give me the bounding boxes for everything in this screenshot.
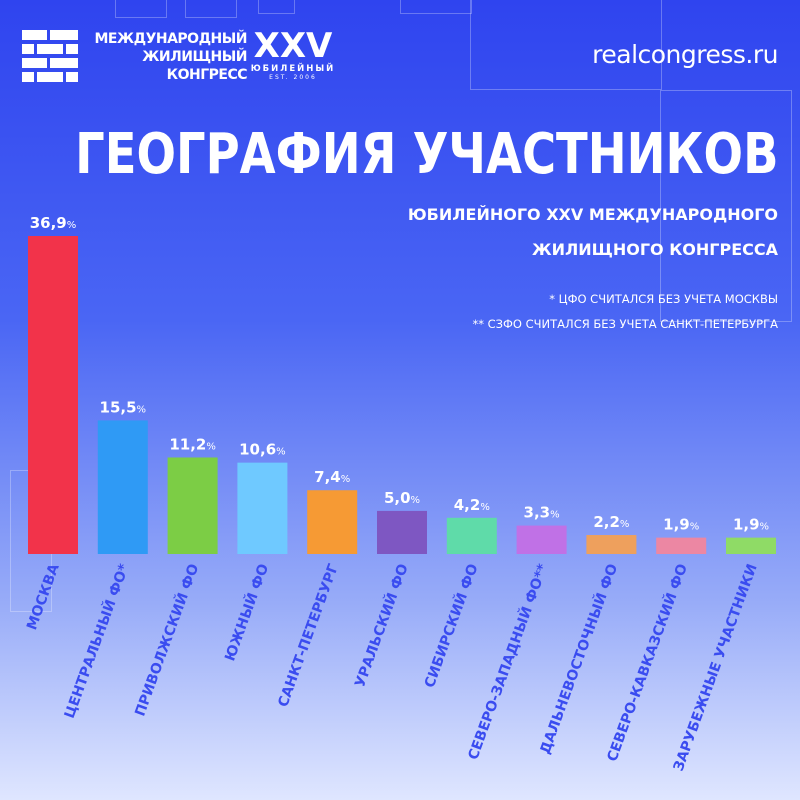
footnote: ** СЗФО СЧИТАЛСЯ БЕЗ УЧЕТА САНКТ-ПЕТЕРБУ… (472, 317, 778, 331)
category-label: СЕВЕРО-КАВКАЗСКИЙ ФО (603, 561, 691, 763)
decorative-frame (115, 0, 167, 18)
logo-line: МЕЖДУНАРОДНЫЙ (94, 31, 247, 47)
footnote: * ЦФО СЧИТАЛСЯ БЕЗ УЧЕТА МОСКВЫ (549, 292, 778, 306)
category-label: ЦЕНТРАЛЬНЫЙ ФО* (61, 561, 133, 721)
edition-badge: XXV ЮБИЛЕЙНЫЙ EST. 2006 (248, 28, 338, 82)
decorative-frame (258, 0, 295, 14)
brick-wall-icon (22, 30, 78, 82)
edition-label: ЮБИЛЕЙНЫЙ (250, 64, 336, 74)
value-label: 5,0% (384, 489, 420, 507)
page-title: ГЕОГРАФИЯ УЧАСТНИКОВ (74, 122, 778, 187)
edition-number: XXV (253, 26, 333, 66)
bar-7 (446, 517, 497, 554)
value-label: 3,3% (524, 504, 560, 522)
category-label: ПРИВОЛЖСКИЙ ФО (131, 561, 202, 718)
bar-6 (377, 510, 427, 554)
bar-8 (516, 525, 567, 554)
subtitle-line: ЮБИЛЕЙНОГО XXV МЕЖДУНАРОДНОГО (407, 205, 778, 224)
category-label: СИБИРСКИЙ ФО (421, 561, 482, 689)
value-label: 10,6% (239, 441, 286, 459)
decorative-frame (400, 0, 472, 14)
bar-3 (167, 457, 218, 554)
logo-line: ЖИЛИЩНЫЙ (142, 49, 247, 65)
value-label: 1,9% (733, 516, 769, 534)
value-label: 36,9% (30, 214, 77, 232)
bar-1 (28, 236, 78, 554)
bar-9 (586, 535, 637, 554)
decorative-frame (470, 0, 662, 90)
logo-text: МЕЖДУНАРОДНЫЙ ЖИЛИЩНЫЙ КОНГРЕСС (82, 30, 247, 84)
bar-11 (726, 537, 776, 554)
category-label: МОСКВА (24, 562, 63, 633)
category-label: ЗАРУБЕЖНЫЕ УЧАСТНИКИ (671, 562, 761, 773)
category-label: ЮЖНЫЙ ФО (221, 561, 272, 663)
value-label: 2,2% (593, 513, 629, 531)
edition-est: EST. 2006 (269, 74, 317, 81)
value-label: 11,2% (169, 435, 216, 453)
subtitle-line: ЖИЛИЩНОГО КОНГРЕССА (531, 240, 778, 259)
value-label: 15,5% (100, 398, 147, 416)
category-label: ДАЛЬНЕВОСТОЧНЫЙ ФО (536, 561, 621, 756)
category-label: УРАЛЬСКИЙ ФО (351, 561, 411, 689)
bar-4 (237, 462, 288, 554)
category-label: САНКТ-ПЕТЕРБУРГ (275, 562, 342, 709)
congress-logo: МЕЖДУНАРОДНЫЙ ЖИЛИЩНЫЙ КОНГРЕСС (22, 30, 248, 84)
value-label: 1,9% (663, 516, 699, 534)
value-label: 4,2% (454, 496, 490, 514)
bar-5 (307, 490, 358, 554)
bar-2 (97, 420, 148, 554)
bar-10 (656, 537, 707, 554)
decorative-frame (185, 0, 237, 18)
category-label: СЕВЕРО-ЗАПАДНЫЙ ФО** (465, 561, 552, 762)
website-url: realcongress.ru (592, 40, 778, 69)
logo-line: КОНГРЕСС (166, 67, 248, 83)
value-label: 7,4% (314, 468, 350, 486)
decorative-frame (660, 90, 792, 322)
